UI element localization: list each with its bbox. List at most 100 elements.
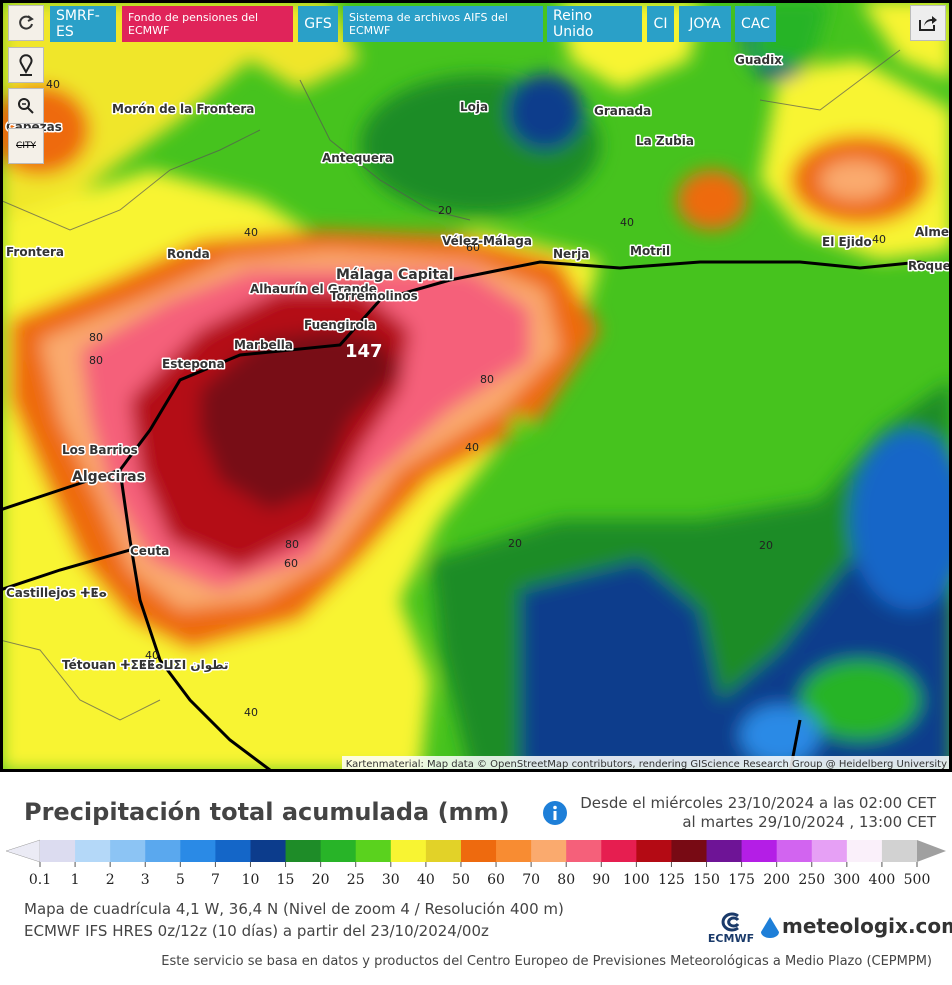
scale-arrow-high [917, 840, 946, 862]
model-button[interactable]: JOYA [679, 6, 731, 42]
scale-label: 400 [869, 872, 896, 888]
place-label: Nerja [553, 247, 589, 261]
scale-label: 15 [277, 872, 295, 888]
refresh-icon [19, 15, 34, 30]
scale-cell [40, 840, 76, 862]
contour-label: 40 [244, 226, 258, 239]
button-label: CAC [741, 16, 770, 32]
place-label: Motril [630, 244, 670, 258]
contour-label: 20 [759, 539, 773, 552]
model-button[interactable]: Reino Unido [547, 6, 642, 42]
scale-label: 90 [592, 872, 610, 888]
model-button[interactable]: Fondo de pensiones del ECMWF [122, 6, 293, 42]
scale-cell [145, 840, 181, 862]
scale-label: 30 [382, 872, 400, 888]
share-icon [919, 16, 937, 31]
scale-cell [776, 840, 813, 862]
location-button[interactable] [8, 47, 44, 83]
model-button[interactable]: CI [647, 6, 674, 42]
place-label: Guadix [735, 53, 782, 67]
scale-label: 125 [658, 872, 685, 888]
scale-label: 25 [347, 872, 365, 888]
place-label: Torremolinos [330, 289, 418, 303]
share-button[interactable] [910, 5, 946, 41]
scale-label: 2 [106, 872, 115, 888]
place-label: Tétouan ⵜⵉⵟⵟⴰⵡⵉⵏ تطوان [62, 658, 228, 673]
contour-label: 40 [46, 78, 60, 91]
place-label: Algeciras [72, 469, 145, 485]
scale-cell [531, 840, 567, 862]
scale-label: 50 [452, 872, 470, 888]
scale-label: 100 [623, 872, 650, 888]
contour-label: 80 [89, 354, 103, 367]
ecmwf-logo: ECMWF [706, 912, 756, 945]
place-label: Almería [915, 225, 952, 239]
place-label: Loja [460, 100, 488, 114]
legend-title: Precipitación total acumulada (mm) [24, 798, 510, 826]
model-button[interactable]: SMRF- ES [50, 6, 116, 42]
period-from: Desde el miércoles 23/10/2024 a las 02:0… [580, 794, 936, 812]
scale-cell [425, 840, 462, 862]
scale-cell [285, 840, 322, 862]
contour-label: 80 [285, 538, 299, 551]
scale-cell [390, 840, 427, 862]
scale-cell [846, 840, 883, 862]
scale-label: 80 [557, 872, 575, 888]
scale-label: 70 [522, 872, 540, 888]
contour-label: 60 [466, 241, 480, 254]
place-label: Estepona [162, 357, 225, 371]
scale-cell [355, 840, 392, 862]
button-label: SMRF- ES [56, 8, 100, 40]
scale-cell [601, 840, 637, 862]
place-label: Marbella [234, 338, 293, 352]
button-label: Reino Unido [553, 8, 594, 40]
place-label: Morón de la Frontera [112, 102, 254, 116]
map-border [0, 0, 952, 772]
scale-label: 200 [763, 872, 790, 888]
color-scale: 0.1 1 2 3 5 7 10 15 20 25 30 40 50 60 70 80 90 100 125 150 1… [5, 839, 946, 888]
city-label: CITY [16, 141, 36, 151]
place-label: Fuengirola [304, 318, 376, 332]
precipitation-field [3, 3, 949, 770]
model-button[interactable]: CAC [735, 6, 776, 42]
place-label: Los Barrios [62, 443, 138, 457]
scale-cell [706, 840, 743, 862]
scale-cell [75, 840, 111, 862]
contour-label: 40 [620, 216, 634, 229]
borders [3, 49, 901, 721]
brand-mark [761, 917, 779, 938]
button-label: Sistema de archivos AIFS del ECMWF [349, 11, 508, 37]
place-label: Granada [594, 104, 651, 118]
model-button[interactable]: Sistema de archivos AIFS del ECMWF [343, 6, 543, 42]
button-label: GFS [304, 16, 332, 32]
scale-label: 60 [487, 872, 505, 888]
contour-label: 20 [438, 204, 452, 217]
model-button[interactable]: GFS [298, 6, 338, 42]
places: Morón de la Frontera Antequera Loja Gran… [5, 52, 952, 675]
contour-label: 40 [465, 441, 479, 454]
scale-cell [811, 840, 848, 862]
scale-label: 3 [141, 872, 150, 888]
contour-label: 40 [872, 233, 886, 246]
scale-cell [566, 840, 602, 862]
footer: Este servicio se basa en datos y product… [161, 954, 932, 969]
scale-cell [496, 840, 532, 862]
scale-cell [250, 840, 287, 862]
button-label: CI [653, 16, 668, 32]
period-to: al martes 29/10/2024 , 13:00 CET [682, 813, 936, 831]
place-label: Castillejos ⵜⵟⴰ [6, 586, 107, 600]
scale-arrow-low [5, 839, 41, 863]
zoom-button[interactable] [8, 88, 44, 124]
city-toggle[interactable]: CITY [8, 128, 44, 164]
contour-label: 40 [244, 706, 258, 719]
contour-label: 40 [145, 649, 159, 662]
contour-label: 20 [508, 537, 522, 550]
refresh-button[interactable] [8, 5, 44, 41]
zoom-icon [18, 98, 34, 114]
scale-label: 300 [833, 872, 860, 888]
location-icon [19, 54, 33, 76]
scale-label: 500 [904, 872, 931, 888]
info-icon[interactable] [542, 800, 568, 826]
ecmwf-mark [721, 912, 740, 932]
